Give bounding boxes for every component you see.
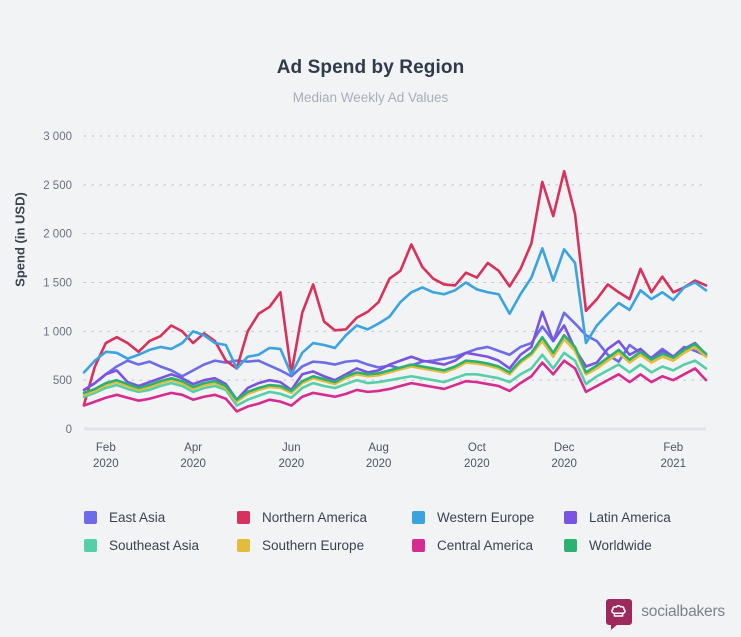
legend-item-central-america[interactable]: Central America <box>412 531 564 559</box>
y-tick-label: 0 <box>66 424 72 436</box>
page-title: Ad Spend by Region <box>276 57 465 78</box>
legend-swatch-icon <box>84 538 97 552</box>
legend-label: Western Europe <box>437 509 535 525</box>
x-tick-label-year: 2020 <box>464 458 490 470</box>
y-tick-label: 500 <box>53 375 72 387</box>
x-tick-label-year: 2020 <box>366 458 392 470</box>
x-tick-label-month: Aug <box>368 442 388 454</box>
x-tick-label-year: 2021 <box>660 458 686 470</box>
series-line-east-asia <box>82 311 708 392</box>
legend-row: Southeast Asia Southern Europe Central Ame… <box>84 531 704 559</box>
x-tick-label-month: Oct <box>468 442 487 454</box>
legend-item-latin-america[interactable]: Latin America <box>564 503 704 531</box>
legend-swatch-icon <box>84 510 97 524</box>
y-tick-label: 1 500 <box>43 278 72 290</box>
x-tick-label-month: Dec <box>554 442 575 454</box>
legend-item-southern-europe[interactable]: Southern Europe <box>237 531 412 559</box>
legend-item-western-europe[interactable]: Western Europe <box>412 503 564 531</box>
legend-item-southeast-asia[interactable]: Southeast Asia <box>84 531 237 559</box>
x-tick-label-month: Feb <box>96 442 116 454</box>
chart-header: Ad Spend by Region Median Weekly Ad Valu… <box>0 56 741 108</box>
line-chart-svg: 0 500 1 000 1 500 2 000 2 500 3 000 Feb 2020 Apr… <box>43 131 708 470</box>
y-tick-label: 2 000 <box>43 229 72 241</box>
x-tick-label-year: 2020 <box>551 458 577 470</box>
brand-name: socialbakers <box>641 603 725 620</box>
legend-label: Southern Europe <box>262 537 365 553</box>
legend-label: Central America <box>437 537 534 553</box>
x-tick-label-month: Apr <box>184 442 202 454</box>
brand-logo: socialbakers <box>606 599 725 630</box>
series-line-western-europe <box>82 247 708 376</box>
plot-area: 0 500 1 000 1 500 2 000 2 500 3 000 Feb 2020 Apr… <box>43 131 708 470</box>
chart-legend: East Asia Northern America Western Europe L… <box>84 503 704 559</box>
x-tick-label-year: 2020 <box>279 458 305 470</box>
legend-swatch-icon <box>412 510 425 524</box>
legend-label: Northern America <box>262 509 368 525</box>
y-tick-label: 1 000 <box>43 326 72 338</box>
legend-item-east-asia[interactable]: East Asia <box>84 503 237 531</box>
series-line-worldwide <box>82 333 708 402</box>
series-lines <box>82 169 708 413</box>
y-tick-label: 2 500 <box>43 180 72 192</box>
legend-label: East Asia <box>109 509 166 525</box>
x-tick-label-year: 2020 <box>93 458 119 470</box>
chart-subtitle: Median Weekly Ad Values <box>292 90 449 105</box>
series-line-central-america <box>82 359 708 413</box>
legend-swatch-icon <box>564 510 577 524</box>
legend-label: Southeast Asia <box>109 537 200 553</box>
y-axis-tick-labels: 0 500 1 000 1 500 2 000 2 500 3 000 <box>43 131 72 436</box>
legend-label: Latin America <box>589 509 671 525</box>
y-tick-label: 3 000 <box>43 131 72 143</box>
legend-label: Worldwide <box>589 537 652 553</box>
legend-row: East Asia Northern America Western Europe L… <box>84 503 704 531</box>
legend-swatch-icon <box>237 538 250 552</box>
legend-swatch-icon <box>564 538 577 552</box>
series-line-southern-europe <box>82 337 708 403</box>
x-tick-label-year: 2020 <box>180 458 206 470</box>
series-line-southeast-asia <box>82 351 708 407</box>
chef-hat-speech-bubble-icon <box>606 599 633 630</box>
series-line-latin-america <box>82 310 708 402</box>
x-tick-label-month: Jun <box>282 442 301 454</box>
legend-swatch-icon <box>412 538 425 552</box>
x-axis-tick-labels: Feb 2020 Apr 2020 Jun 2020 Aug 2020 Oct 2020 Dec 20… <box>93 442 686 470</box>
x-tick-label-month: Feb <box>663 442 683 454</box>
legend-item-northern-america[interactable]: Northern America <box>237 503 412 531</box>
legend-item-worldwide[interactable]: Worldwide <box>564 531 704 559</box>
legend-swatch-icon <box>237 510 250 524</box>
